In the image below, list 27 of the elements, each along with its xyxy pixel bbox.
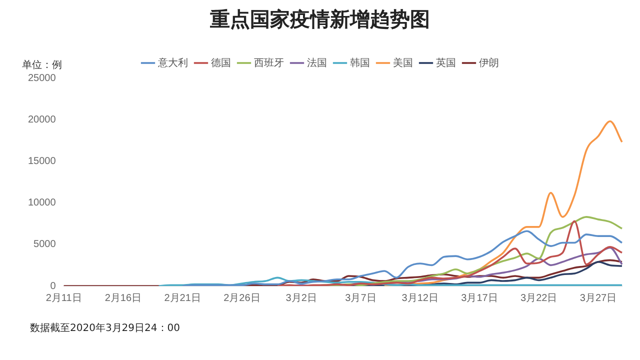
x-tick-label: 3月22日 (520, 292, 558, 304)
x-tick-label: 3月27日 (580, 292, 617, 304)
y-tick-label: 20000 (28, 114, 56, 126)
x-tick-label: 3月2日 (286, 292, 317, 304)
legend-label: 伊朗 (479, 56, 499, 69)
y-tick-label: 5000 (34, 239, 56, 250)
x-tick-label: 3月7日 (345, 292, 376, 304)
y-tick-label: 15000 (28, 156, 56, 167)
y-axis-title: 单位：例 (22, 58, 62, 72)
x-tick-label: 3月17日 (461, 292, 498, 304)
legend-label: 德国 (211, 58, 231, 69)
x-tick-label: 2月21日 (164, 292, 201, 304)
legend-label: 法国 (307, 56, 327, 69)
legend-label: 韩国 (350, 56, 370, 69)
y-tick-label: 0 (50, 280, 56, 292)
legend-label: 英国 (436, 56, 456, 69)
y-tick-label: 25000 (28, 72, 56, 84)
legend-label: 意大利 (157, 56, 188, 69)
legend-label: 西班牙 (254, 56, 284, 69)
y-tick-label: 10000 (28, 198, 56, 209)
x-tick-label: 2月16日 (104, 292, 142, 304)
x-tick-label: 2月11日 (46, 292, 82, 304)
x-tick-label: 2月26日 (224, 292, 260, 304)
text: 数据截至2020年3月29日24：00 (30, 322, 180, 336)
x-tick-label: 3月12日 (402, 292, 438, 304)
legend-label: 美国 (393, 56, 413, 69)
chart-title: 重点国家疫情新增趋势图 (209, 6, 431, 33)
